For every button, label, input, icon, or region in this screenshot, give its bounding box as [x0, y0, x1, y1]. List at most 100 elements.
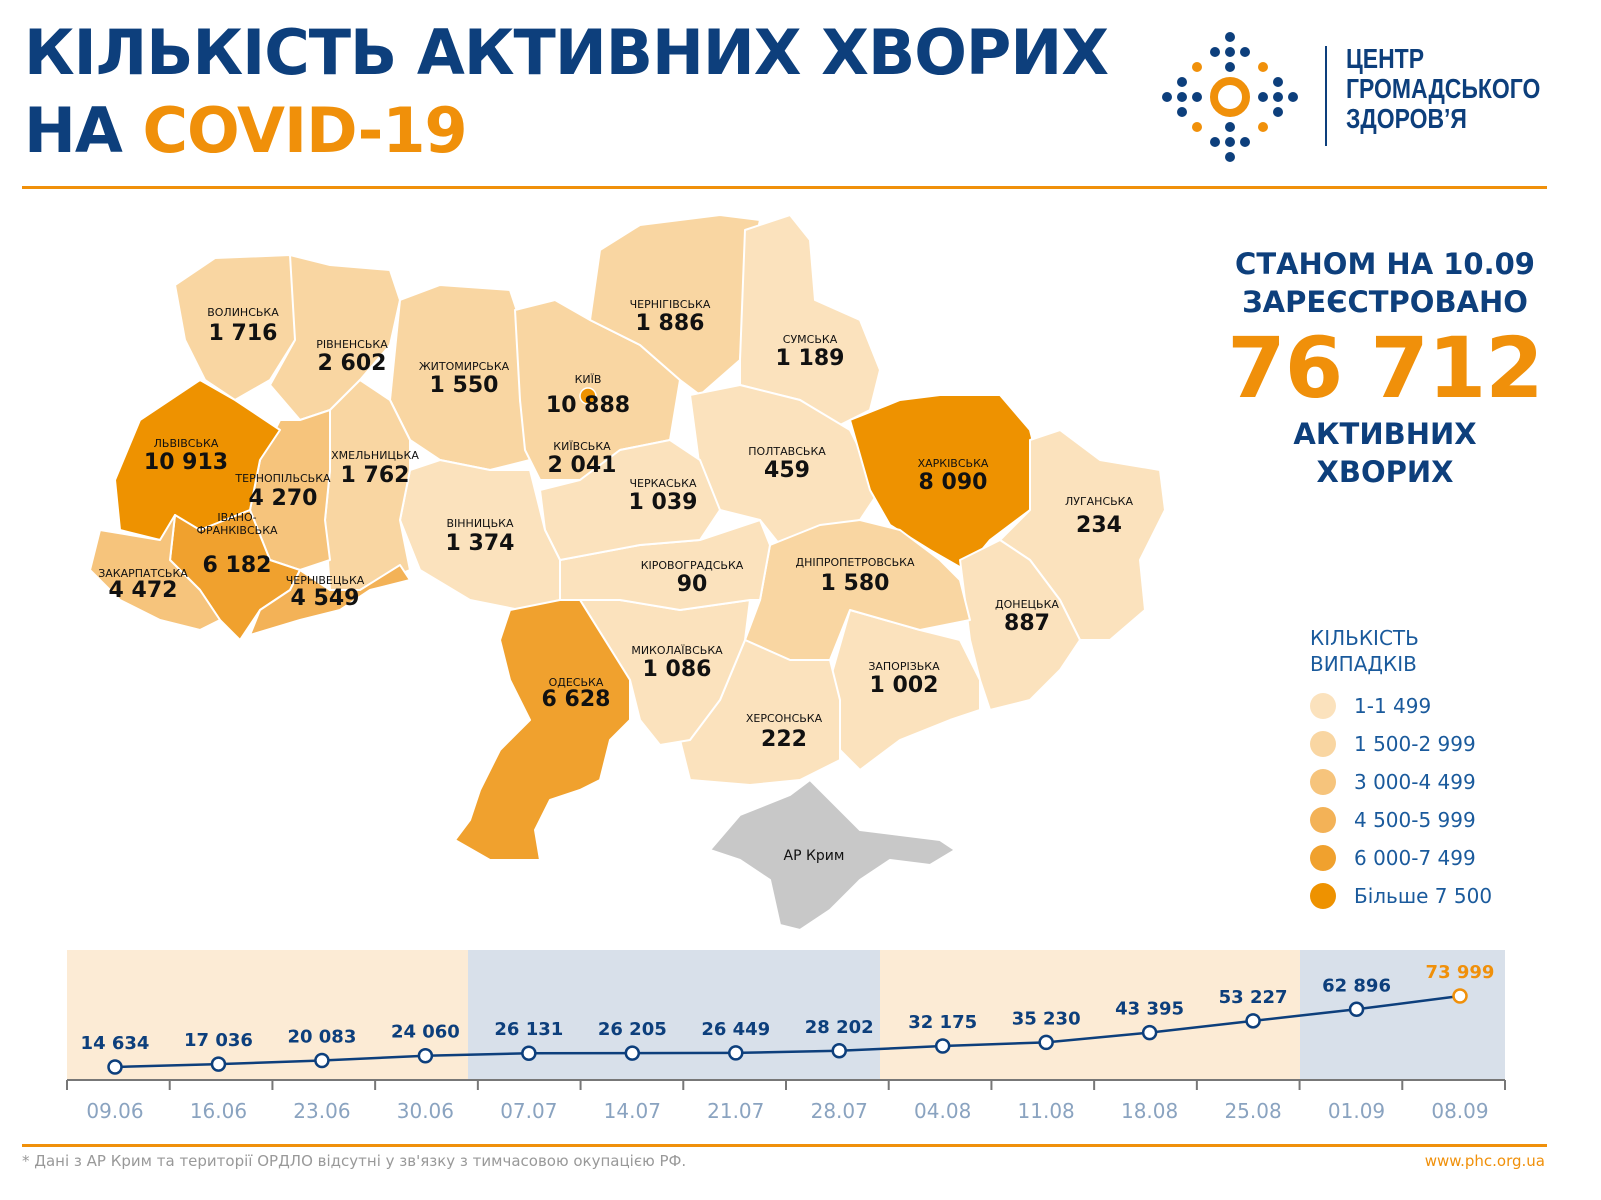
region-value-label: 1 189	[776, 346, 845, 371]
region-value-label: 6 182	[203, 553, 272, 578]
region-value-label: 4 549	[291, 586, 360, 611]
region-sumy[interactable]	[739, 214, 881, 426]
region-value-label: 6 628	[542, 687, 611, 712]
data-point	[1141, 1024, 1158, 1041]
region-name-label: АР Крим	[784, 848, 845, 864]
header-divider	[22, 186, 1547, 189]
summary-date: СТАНОМ НА 10.09	[1235, 247, 1535, 281]
page-title-line1: КІЛЬКІСТЬ АКТИВНИХ ХВОРИХ	[24, 16, 1109, 89]
region-name-label: ХЕРСОНСЬКА	[746, 712, 823, 725]
footer-divider	[22, 1144, 1547, 1147]
region-name-label: ЛУГАНСЬКА	[1065, 495, 1134, 508]
region-value-label: 2 041	[548, 453, 617, 478]
logo-line: ЦЕНТР	[1346, 43, 1425, 74]
x-tick-label: 18.08	[1121, 1099, 1178, 1123]
data-label: 35 230	[1012, 1008, 1081, 1029]
x-tick-label: 30.06	[397, 1099, 454, 1123]
summary-caption: ХВОРИХ	[1316, 455, 1454, 489]
region-name-label: ЗАКАРПАТСЬКА	[98, 567, 188, 580]
region-name-label: ХМЕЛЬНИЦЬКА	[331, 449, 419, 462]
region-vinnytsia[interactable]	[399, 459, 561, 611]
region-name-label: ЖИТОМИРСЬКА	[419, 360, 510, 373]
data-point	[1452, 988, 1468, 1004]
trend-line-chart: 14 634 09.06 17 036 16.06 20 083 23.06 24 060 3…	[66, 950, 1506, 1123]
legend-label: 3 000-4 499	[1354, 770, 1476, 794]
data-point	[934, 1038, 951, 1054]
logo-line: ГРОМАДСЬКОГО	[1346, 73, 1541, 104]
legend-swatch-icon	[1310, 883, 1336, 909]
summary-caption: АКТИВНИХ	[1293, 417, 1477, 451]
region-value-label: 1 580	[821, 571, 890, 596]
data-label: 14 634	[81, 1033, 150, 1054]
region-value-label: 4 270	[249, 486, 318, 511]
region-name-label: КІРОВОГРАДСЬКА	[641, 559, 744, 572]
region-name-label: ВІННИЦЬКА	[447, 517, 514, 530]
x-tick-label: 21.07	[707, 1099, 764, 1123]
data-label: 17 036	[184, 1030, 253, 1051]
region-name-label: ХАРКІВСЬКА	[918, 457, 989, 470]
region-value-label: 10 913	[144, 450, 228, 475]
title-prefix: НА	[24, 94, 123, 167]
region-volyn[interactable]	[174, 254, 301, 401]
region-value-label: 1 886	[636, 311, 705, 336]
logo-divider	[1325, 46, 1327, 146]
region-name-label: ПОЛТАВСЬКА	[748, 445, 826, 458]
region-name-label: ФРАНКІВСЬКА	[196, 524, 278, 537]
website-link[interactable]: www.phc.org.ua	[1424, 1152, 1545, 1170]
region-value-label: 1 002	[870, 673, 939, 698]
region-name-label: КИЇВ	[575, 373, 602, 386]
data-label: 62 896	[1322, 975, 1391, 996]
legend-item: 1 500-2 999	[1310, 725, 1492, 763]
legend-label: 1-1 499	[1354, 694, 1432, 718]
region-name-label: СУМСЬКА	[783, 333, 838, 346]
region-odesa[interactable]	[454, 599, 631, 861]
summary-block: СТАНОМ НА 10.09 ЗАРЕЄСТРОВАНО 76 712 АКТ…	[1225, 245, 1545, 491]
region-zakarpattia[interactable]	[89, 514, 221, 631]
region-name-label: ІВАНО-	[217, 511, 256, 524]
region-crimea[interactable]	[709, 779, 956, 931]
region-value-label: 1 374	[446, 531, 515, 556]
legend-swatch-icon	[1310, 693, 1336, 719]
region-value-label: 222	[761, 727, 807, 752]
series-line	[114, 994, 1461, 1069]
region-name-label: ДНІПРОПЕТРОВСЬКА	[795, 556, 914, 569]
x-tick-label: 23.06	[293, 1099, 350, 1123]
legend-swatch-icon	[1310, 769, 1336, 795]
data-point	[728, 1045, 744, 1061]
region-chernivtsi[interactable]	[249, 564, 411, 636]
region-name-label: ДОНЕЦЬКА	[995, 598, 1059, 611]
region-name-label: ВОЛИНСЬКА	[207, 306, 279, 319]
region-name-label: РІВНЕНСЬКА	[316, 338, 388, 351]
x-tick-label: 01.09	[1328, 1099, 1385, 1123]
summary-total: 76 712	[1227, 319, 1543, 417]
legend-title: ВИПАДКІВ	[1310, 652, 1417, 676]
logo-mark-icon	[1162, 32, 1298, 162]
legend-item: Більше 7 500	[1310, 877, 1492, 915]
page-title-line2: НА COVID-19	[24, 100, 468, 162]
summary-registered: ЗАРЕЄСТРОВАНО	[1242, 285, 1528, 319]
data-point	[624, 1045, 641, 1061]
legend-item: 1-1 499	[1310, 687, 1492, 725]
data-label: 26 449	[701, 1019, 770, 1040]
kyiv-city-marker-icon[interactable]	[579, 387, 597, 405]
data-label: 53 227	[1219, 987, 1288, 1008]
data-point	[1038, 1034, 1054, 1051]
data-point	[1245, 1013, 1261, 1029]
footnote: * Дані з АР Крим та території ОРДЛО відс…	[22, 1152, 687, 1170]
chart-band	[1300, 950, 1505, 1080]
region-name-label: ЛЬВІВСЬКА	[154, 437, 219, 450]
chart-band	[880, 950, 1300, 1080]
region-value-label: 8 090	[919, 470, 988, 495]
x-tick-label: 08.09	[1431, 1099, 1488, 1123]
region-name-label: ЧЕРНІГІВСЬКА	[630, 298, 711, 311]
data-point	[314, 1052, 330, 1069]
region-value-label: 234	[1076, 513, 1122, 538]
data-point	[210, 1056, 227, 1072]
legend-swatch-icon	[1310, 845, 1336, 871]
region-donetsk[interactable]	[959, 539, 1081, 711]
legend-title: КІЛЬКІСТЬ	[1310, 626, 1419, 650]
legend-label: Більше 7 500	[1354, 884, 1493, 908]
data-point	[1348, 1001, 1365, 1018]
legend-swatch-icon	[1310, 731, 1336, 757]
region-value-label: 4 472	[109, 578, 178, 603]
